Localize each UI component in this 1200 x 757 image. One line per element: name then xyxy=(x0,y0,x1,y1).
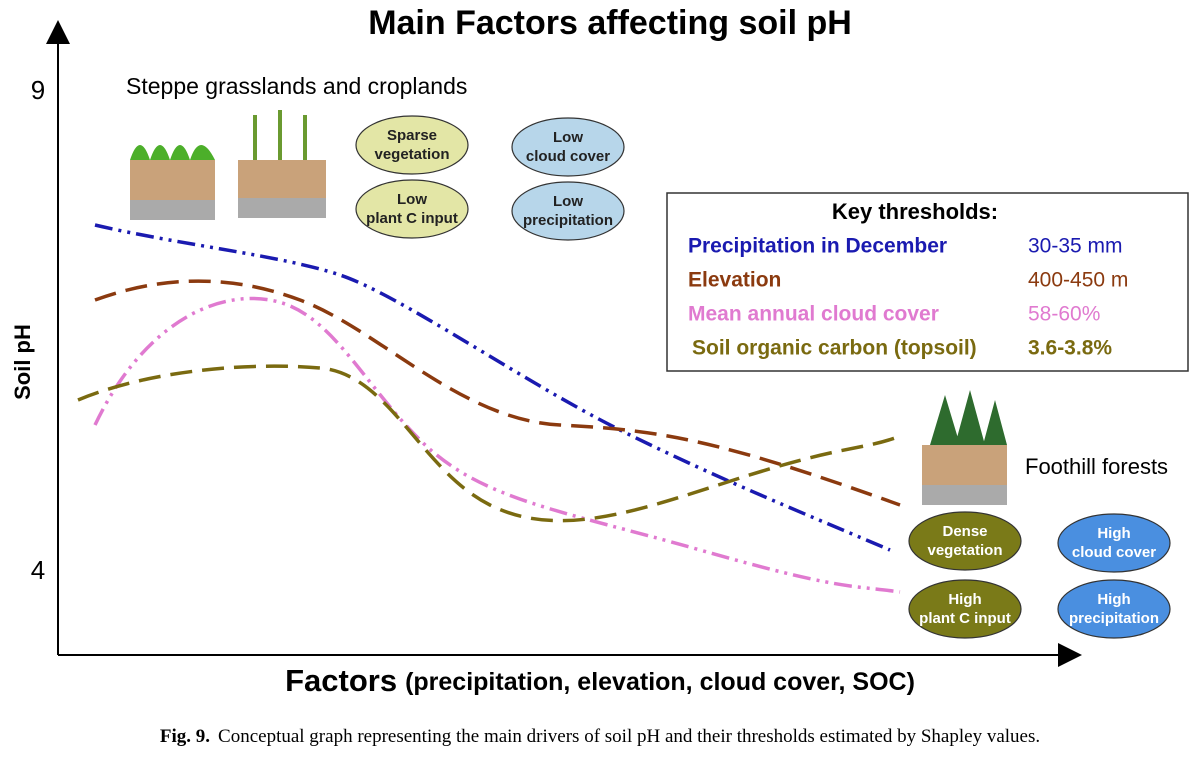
grassland-icon xyxy=(130,145,215,220)
ellipse xyxy=(1057,513,1171,573)
forest-icon xyxy=(922,390,1007,505)
ellipse-label: Low xyxy=(397,191,427,208)
threshold-title: Key thresholds: xyxy=(832,199,998,224)
ellipse-label: vegetation xyxy=(927,542,1002,559)
threshold-name: Precipitation in December xyxy=(688,235,947,258)
ellipse-label: Sparse xyxy=(387,127,437,144)
ellipse-label: Low xyxy=(553,129,583,146)
y-axis-label: Soil pH xyxy=(10,324,35,400)
threshold-name: Mean annual cloud cover xyxy=(688,303,939,326)
elevation-curve xyxy=(94,279,901,507)
threshold-box xyxy=(666,192,1189,372)
threshold-value: 58-60% xyxy=(1028,303,1100,326)
ellipse-label: plant C input xyxy=(919,610,1011,627)
ellipse xyxy=(908,511,1022,571)
ellipse xyxy=(355,115,469,175)
ellipse-label: High xyxy=(1097,525,1130,542)
caption-text: Conceptual graph representing the main d… xyxy=(218,726,1040,747)
ellipse-label: precipitation xyxy=(523,212,613,229)
ellipse xyxy=(355,179,469,239)
y-bottom-label: 4 xyxy=(31,555,45,585)
ellipse-label: High xyxy=(1097,591,1130,608)
ellipse-label: cloud cover xyxy=(1072,544,1156,561)
cloud-curve xyxy=(93,296,901,594)
ellipse xyxy=(511,117,625,177)
x-axis-label: Factors (precipitation, elevation, cloud … xyxy=(285,663,915,698)
ellipse-label: plant C input xyxy=(366,210,458,227)
cropland-icon xyxy=(238,110,326,218)
ellipse-label: Dense xyxy=(942,523,987,540)
threshold-name: Elevation xyxy=(688,269,781,292)
ellipse-label: precipitation xyxy=(1069,610,1159,627)
soc-curve xyxy=(77,364,896,523)
x-label-rest: (precipitation, elevation, cloud cover, … xyxy=(405,668,915,696)
threshold-value: 3.6-3.8% xyxy=(1028,337,1112,360)
title: Main Factors affecting soil pH xyxy=(368,4,852,42)
y-top-label: 9 xyxy=(31,75,45,105)
x-label-main: Factors xyxy=(285,663,397,698)
region-bottom: Foothill forests xyxy=(1025,454,1168,479)
threshold-value: 30-35 mm xyxy=(1028,235,1123,258)
precipitation-curve xyxy=(94,223,891,552)
ellipse xyxy=(1057,579,1171,639)
caption: Fig. 9. Conceptual graph representing the… xyxy=(160,726,1040,747)
ellipse xyxy=(908,579,1022,639)
ellipse-label: cloud cover xyxy=(526,148,610,165)
ellipse xyxy=(511,181,625,241)
threshold-name: Soil organic carbon (topsoil) xyxy=(692,337,977,360)
caption-label: Fig. 9. xyxy=(160,726,210,747)
threshold-value: 400-450 m xyxy=(1028,269,1128,292)
region-top: Steppe grasslands and croplands xyxy=(126,73,467,99)
ellipse-label: Low xyxy=(553,193,583,210)
ellipse-label: High xyxy=(948,591,981,608)
ellipse-label: vegetation xyxy=(374,146,449,163)
